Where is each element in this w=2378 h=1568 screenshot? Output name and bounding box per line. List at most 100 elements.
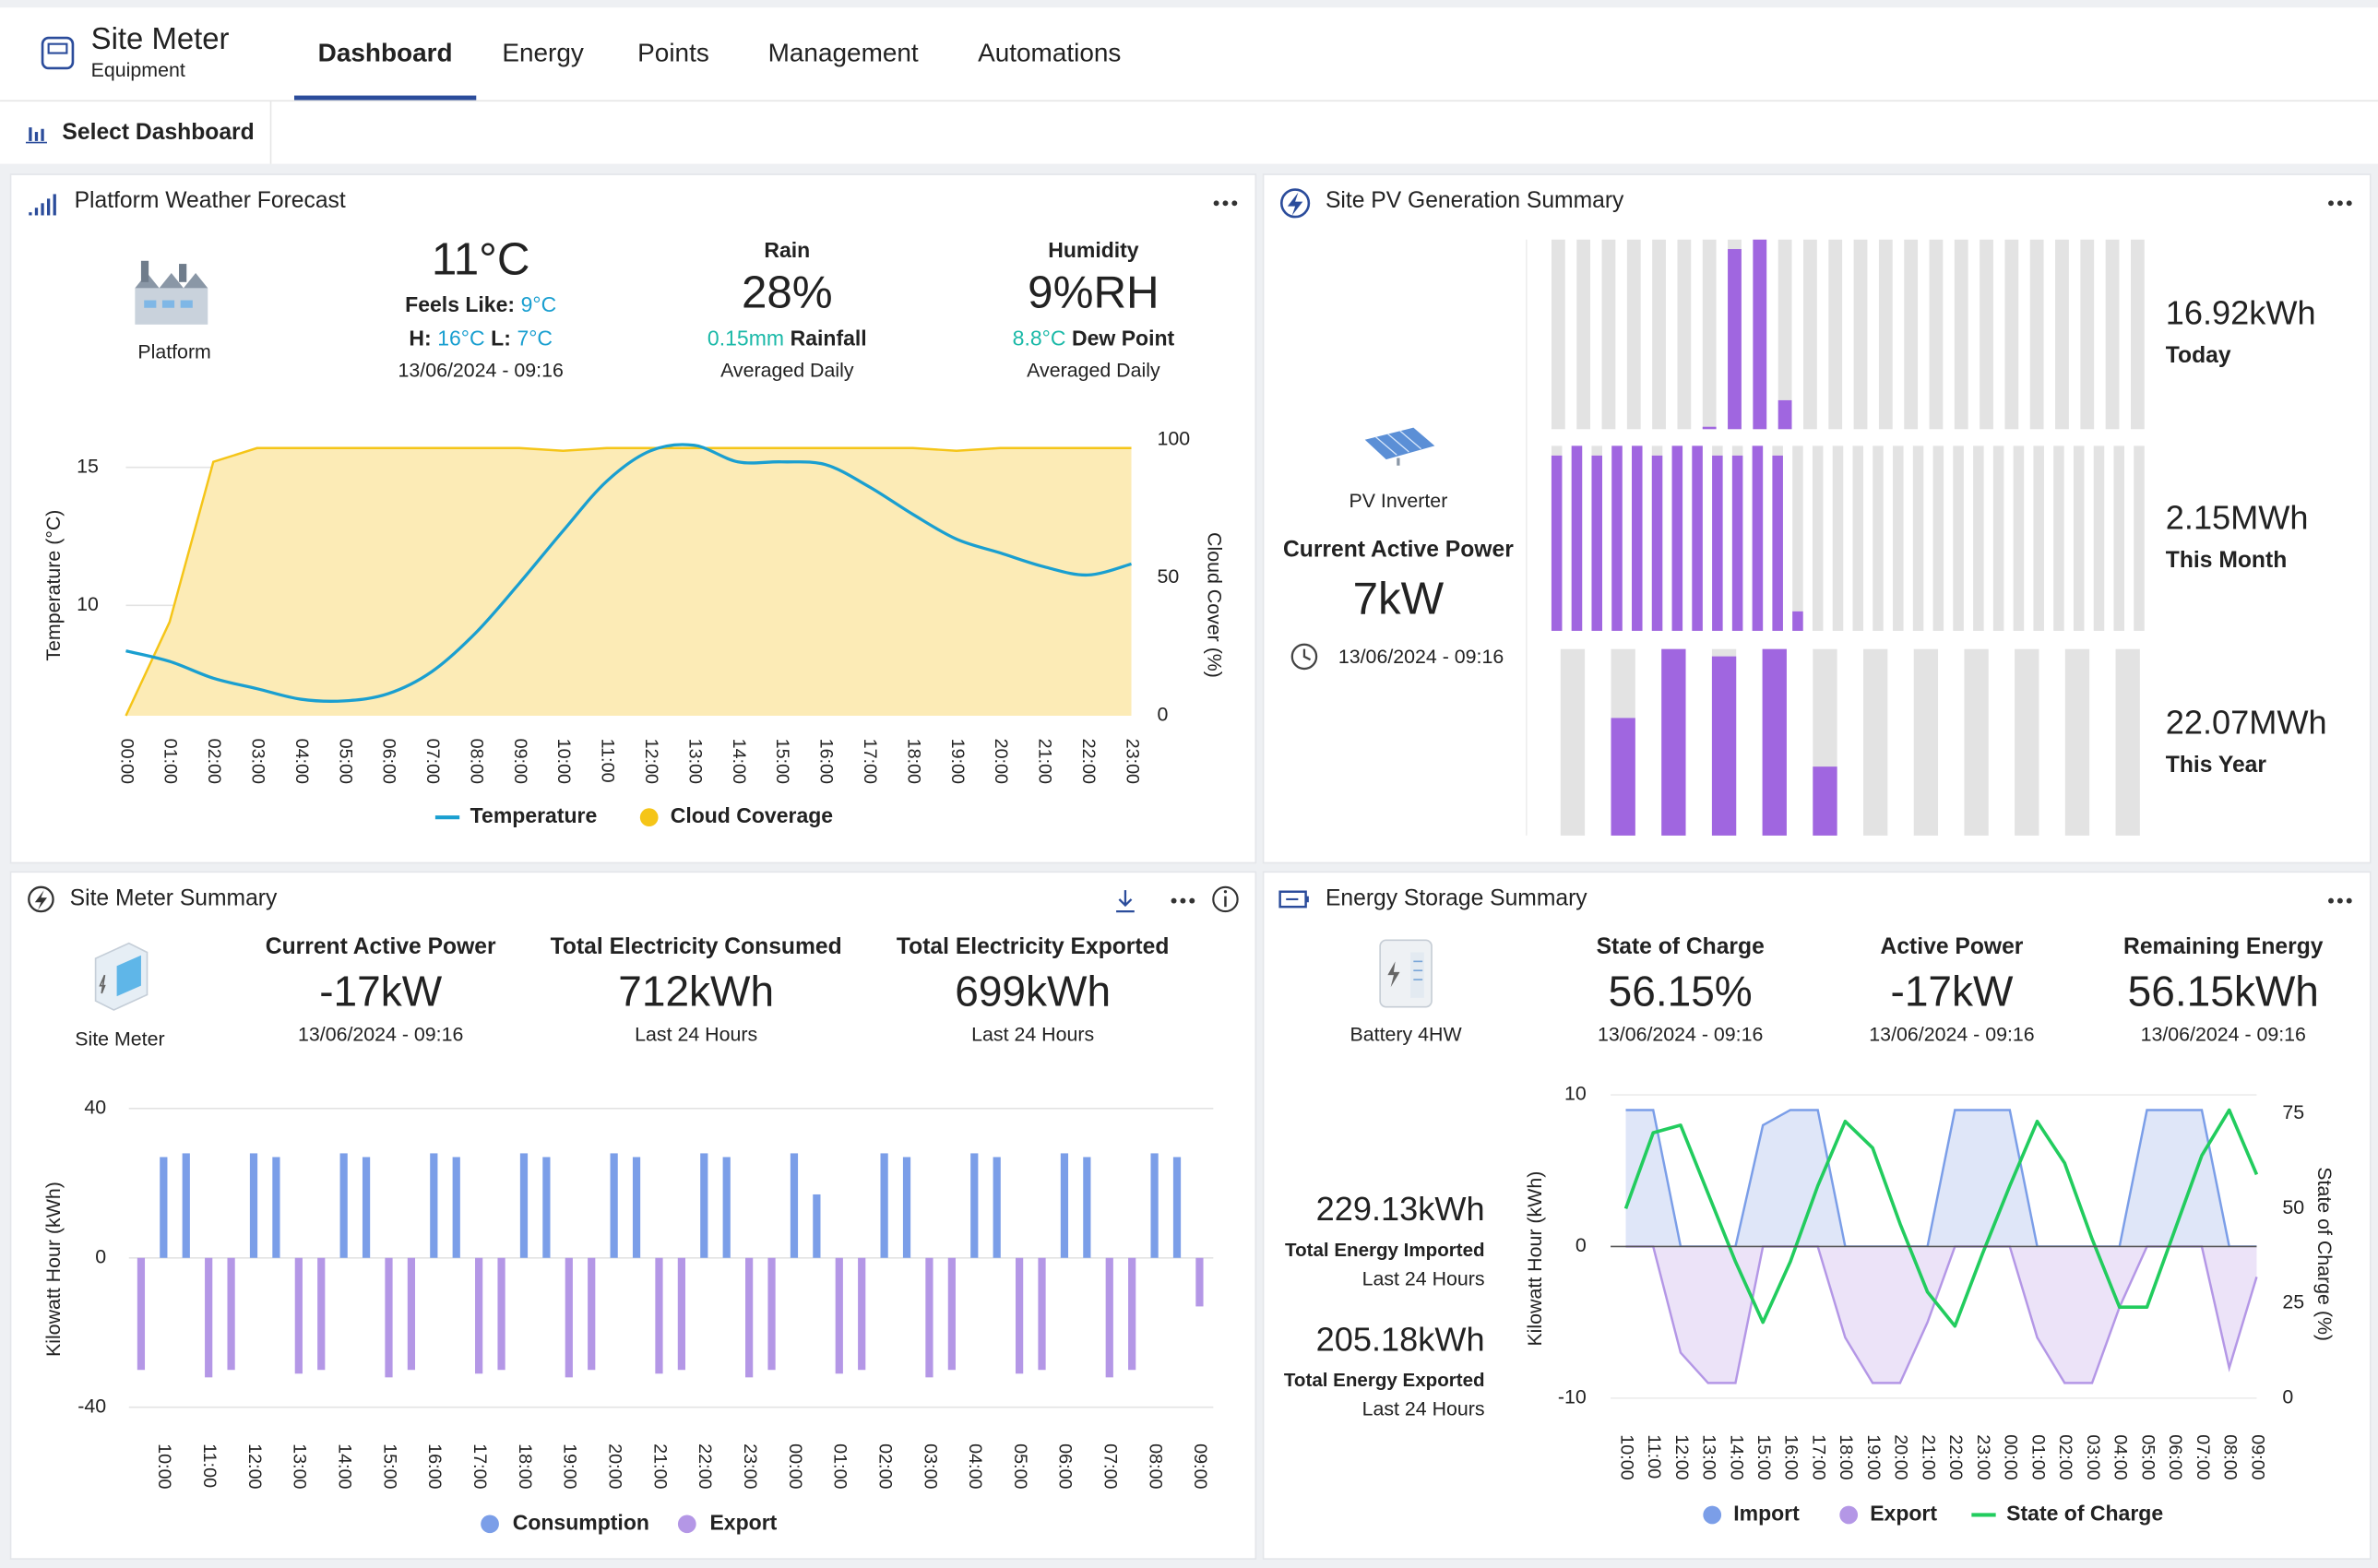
bar-track bbox=[1932, 445, 1944, 631]
x-tick-label: 05:00 bbox=[2137, 1434, 2158, 1479]
menu-dot[interactable] bbox=[2328, 200, 2334, 207]
menu-dot[interactable] bbox=[2336, 897, 2343, 904]
bar bbox=[1778, 399, 1792, 430]
x-tick-label: 17:00 bbox=[1808, 1434, 1828, 1479]
active-tab-indicator bbox=[293, 95, 477, 101]
battery-icon bbox=[1278, 890, 1309, 909]
bar-track bbox=[1576, 239, 1591, 430]
bar bbox=[1712, 455, 1723, 631]
x-tick-label: 19:00 bbox=[560, 1443, 580, 1489]
high-low: H: 16°C L: 7°C bbox=[409, 326, 553, 350]
bar bbox=[1702, 426, 1717, 430]
stat-note: 13/06/2024 - 09:16 bbox=[298, 1024, 463, 1046]
more-menu[interactable] bbox=[1213, 200, 1238, 207]
y-tick-label: 0 bbox=[1575, 1234, 1587, 1256]
menu-dot[interactable] bbox=[2328, 897, 2334, 904]
legend-label: Import bbox=[1733, 1502, 1800, 1526]
text-part: 9°C bbox=[521, 292, 557, 316]
menu-dot[interactable] bbox=[1180, 897, 1186, 904]
axis-title: Cloud Cover (%) bbox=[1204, 532, 1226, 678]
nav-tab[interactable]: Dashboard bbox=[318, 39, 453, 67]
bar bbox=[1551, 455, 1563, 631]
x-tick-label: 03:00 bbox=[920, 1443, 940, 1489]
menu-dot[interactable] bbox=[2346, 200, 2352, 207]
legend-label: Export bbox=[709, 1510, 777, 1534]
more-menu[interactable] bbox=[1171, 897, 1195, 904]
menu-dot[interactable] bbox=[2336, 200, 2343, 207]
text-part: Feels Like: bbox=[405, 292, 515, 316]
bar-track bbox=[2073, 445, 2085, 631]
chart-icon[interactable] bbox=[25, 127, 47, 144]
menu-dot[interactable] bbox=[1231, 200, 1238, 207]
x-tick-label: 10:00 bbox=[1616, 1434, 1636, 1479]
energy-total-label: Total Energy Imported bbox=[1285, 1240, 1485, 1261]
bar bbox=[1661, 648, 1686, 836]
nav-tab[interactable]: Automations bbox=[978, 39, 1121, 67]
bar-track bbox=[1626, 239, 1641, 430]
x-tick-label: 10:00 bbox=[553, 739, 574, 784]
menu-dot[interactable] bbox=[1171, 897, 1177, 904]
more-menu[interactable] bbox=[2328, 897, 2352, 904]
stat-value: 56.15% bbox=[1609, 968, 1753, 1016]
text-part: 7°C bbox=[517, 326, 553, 350]
bar-track bbox=[1878, 239, 1893, 430]
stat-label: Active Power bbox=[1881, 934, 2024, 959]
x-tick-label: 17:00 bbox=[470, 1443, 490, 1489]
bar bbox=[1752, 445, 1764, 631]
chart-icon-bar[interactable] bbox=[41, 128, 44, 141]
bar-track bbox=[2080, 239, 2095, 430]
menu-dot[interactable] bbox=[2346, 897, 2352, 904]
generation-total: 22.07MWh bbox=[2166, 703, 2327, 741]
download-icon[interactable] bbox=[1116, 890, 1135, 913]
menu-dot[interactable] bbox=[1222, 200, 1229, 207]
bar-track bbox=[1992, 445, 2004, 631]
bar-track bbox=[1803, 239, 1817, 430]
info-icon[interactable] bbox=[1212, 885, 1239, 913]
bar bbox=[385, 1257, 393, 1378]
bar bbox=[835, 1257, 843, 1374]
x-tick-label: 14:00 bbox=[334, 1443, 354, 1489]
x-tick-label: 07:00 bbox=[422, 739, 443, 784]
nav-tab[interactable]: Points bbox=[637, 39, 709, 67]
bar bbox=[1651, 455, 1663, 631]
bar bbox=[902, 1157, 911, 1258]
panel-title: Site Meter Summary bbox=[70, 885, 278, 910]
bolt-icon bbox=[28, 885, 54, 913]
bar-track bbox=[1792, 445, 1803, 631]
energy-total-note: Last 24 Hours bbox=[1362, 1267, 1485, 1289]
bar-track bbox=[2105, 239, 2120, 430]
generation-total: 2.15MWh bbox=[2166, 498, 2309, 536]
x-tick-label: 19:00 bbox=[947, 739, 968, 784]
bar bbox=[497, 1257, 505, 1371]
chart-icon-bar[interactable] bbox=[29, 127, 32, 141]
x-tick-label: 20:00 bbox=[604, 1443, 624, 1489]
legend-marker bbox=[1703, 1505, 1722, 1525]
legend-label: Consumption bbox=[513, 1510, 649, 1534]
chart-icon-bar[interactable] bbox=[34, 132, 39, 141]
nav-tab[interactable]: Energy bbox=[502, 39, 584, 67]
bar-track bbox=[2053, 445, 2064, 631]
energy-total-label: Total Energy Exported bbox=[1284, 1370, 1485, 1391]
nav-tab[interactable]: Management bbox=[768, 39, 919, 67]
active-power: 7kW bbox=[1353, 574, 1445, 624]
select-dashboard[interactable]: Select Dashboard bbox=[62, 120, 254, 145]
bar-track bbox=[2130, 239, 2145, 430]
bar bbox=[294, 1257, 303, 1374]
bar bbox=[565, 1257, 573, 1378]
x-tick-label: 22:00 bbox=[1078, 739, 1099, 784]
y-tick-label: 10 bbox=[77, 593, 99, 615]
stat-value: 56.15kWh bbox=[2128, 968, 2319, 1016]
more-menu[interactable] bbox=[2328, 200, 2352, 207]
x-tick-label: 05:00 bbox=[335, 739, 355, 784]
line bbox=[1623, 1108, 2259, 1328]
y-tick-label: -10 bbox=[1558, 1386, 1587, 1408]
y2-tick-label: 0 bbox=[2282, 1386, 2293, 1408]
x-tick-label: 04:00 bbox=[965, 1443, 985, 1489]
stat-note: Last 24 Hours bbox=[971, 1024, 1094, 1046]
menu-dot[interactable] bbox=[1189, 897, 1195, 904]
x-tick-label: 18:00 bbox=[515, 1443, 535, 1489]
factory-icon bbox=[135, 260, 208, 325]
bar bbox=[1813, 766, 1837, 836]
menu-dot[interactable] bbox=[1213, 200, 1219, 207]
stat-note: 13/06/2024 - 09:16 bbox=[1869, 1024, 2034, 1046]
